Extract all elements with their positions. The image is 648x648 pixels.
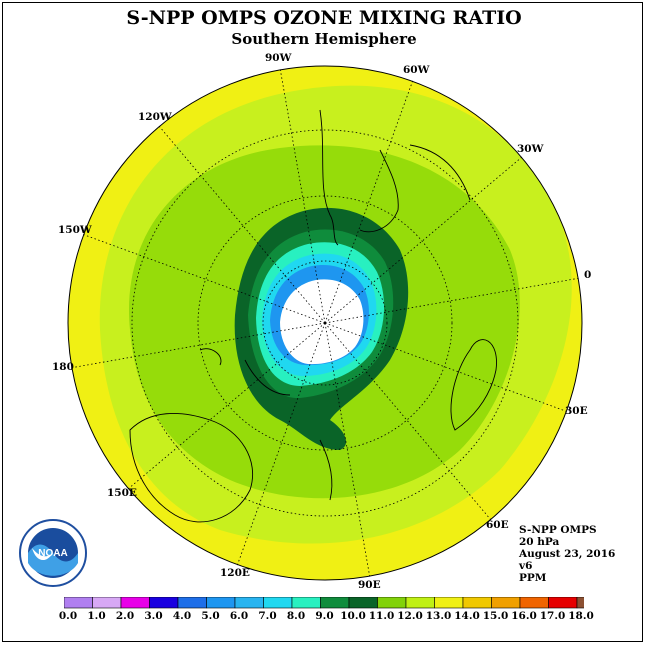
lon-label-120e: 120E bbox=[220, 567, 250, 579]
coastlines bbox=[129, 109, 497, 523]
colorbar-tick-label: 17.0 bbox=[539, 610, 566, 622]
colorbar-swatch bbox=[320, 597, 350, 609]
colorbar-tick-label: 12.0 bbox=[397, 610, 423, 622]
lon-label-60w: 60W bbox=[403, 64, 430, 76]
colorbar-swatch bbox=[405, 597, 435, 609]
south-pole-marker bbox=[323, 321, 327, 325]
colorbar-tick-label: 7.0 bbox=[258, 610, 277, 622]
colorbar-swatch bbox=[348, 597, 378, 609]
colorbar-swatch bbox=[92, 597, 122, 609]
graticule bbox=[69, 67, 581, 579]
lon-label-90e: 90E bbox=[358, 579, 381, 591]
colorbar-swatch bbox=[120, 597, 150, 609]
colorbar-tick-label: 2.0 bbox=[115, 610, 135, 622]
colorbar-tick-label: 4.0 bbox=[172, 610, 192, 622]
info-instrument: S-NPP OMPS bbox=[519, 524, 597, 536]
colorbar-swatch bbox=[206, 597, 236, 609]
colorbar-tick-label: 5.0 bbox=[201, 610, 220, 622]
colorbar-tick-label: 16.0 bbox=[511, 610, 537, 622]
lon-label-150e: 150E bbox=[107, 487, 137, 499]
lon-label-120w: 120W bbox=[138, 111, 172, 123]
colorbar-swatch bbox=[491, 597, 521, 609]
info-level: 20 hPa bbox=[519, 536, 560, 548]
colorbar-swatch bbox=[263, 597, 293, 609]
lon-label-30e: 30E bbox=[565, 405, 588, 417]
lon-label-60e: 60E bbox=[486, 519, 509, 531]
colorbar-swatch bbox=[548, 597, 578, 609]
colorbar-tick-label: 9.0 bbox=[315, 610, 334, 622]
lon-label-150w: 150W bbox=[58, 224, 92, 236]
colorbar-tick-label: 6.0 bbox=[229, 610, 249, 622]
lon-label-90w: 90W bbox=[265, 52, 292, 64]
info-block: S-NPP OMPS 20 hPa August 23, 2016 v6 PPM bbox=[519, 524, 615, 584]
colorbar-swatch bbox=[234, 597, 264, 609]
noaa-logo-text: NOAA bbox=[38, 548, 67, 559]
colorbar-swatch bbox=[291, 597, 321, 609]
colorbar-swatch bbox=[149, 597, 179, 609]
colorbar-tick-label: 18.0 bbox=[568, 610, 594, 622]
noaa-logo: NOAA bbox=[19, 519, 87, 587]
colorbar-tick-label: 0.0 bbox=[58, 610, 78, 622]
colorbar-swatch bbox=[377, 597, 407, 609]
colorbar-tick-label: 10.0 bbox=[340, 610, 366, 622]
colorbar-tick-label: 8.0 bbox=[286, 610, 306, 622]
colorbar-tick-label: 13.0 bbox=[425, 610, 452, 622]
colorbar-tick-label: 14.0 bbox=[454, 610, 480, 622]
map-title: S-NPP OMPS OZONE MIXING RATIO bbox=[126, 7, 522, 29]
colorbar-tick-label: 15.0 bbox=[482, 610, 509, 622]
map-boundary bbox=[67, 65, 583, 581]
longitude-labels: 90W 60W 30W 0 30E 60E 90E 120E 150E 180 … bbox=[52, 52, 591, 591]
colorbar-swatch bbox=[576, 597, 584, 609]
colorbar-tick-label: 1.0 bbox=[87, 610, 106, 622]
colorbar-swatch bbox=[519, 597, 549, 609]
colorbar bbox=[64, 597, 584, 609]
colorbar-swatch bbox=[462, 597, 492, 609]
polar-night-no-data bbox=[280, 279, 364, 365]
info-date: August 23, 2016 bbox=[519, 548, 616, 560]
colorbar-tick-label: 11.0 bbox=[368, 610, 395, 622]
lon-label-0: 0 bbox=[584, 269, 591, 281]
lon-label-30w: 30W bbox=[517, 143, 544, 155]
figure-frame bbox=[2, 2, 643, 642]
colorbar-swatch bbox=[177, 597, 207, 609]
info-units: PPM bbox=[519, 572, 547, 584]
colorbar-swatch bbox=[64, 597, 93, 609]
colorbar-swatch bbox=[434, 597, 464, 609]
map-subtitle: Southern Hemisphere bbox=[231, 30, 417, 48]
colorbar-tick-label: 3.0 bbox=[144, 610, 163, 622]
lon-label-180: 180 bbox=[52, 361, 74, 373]
info-version: v6 bbox=[519, 560, 533, 572]
